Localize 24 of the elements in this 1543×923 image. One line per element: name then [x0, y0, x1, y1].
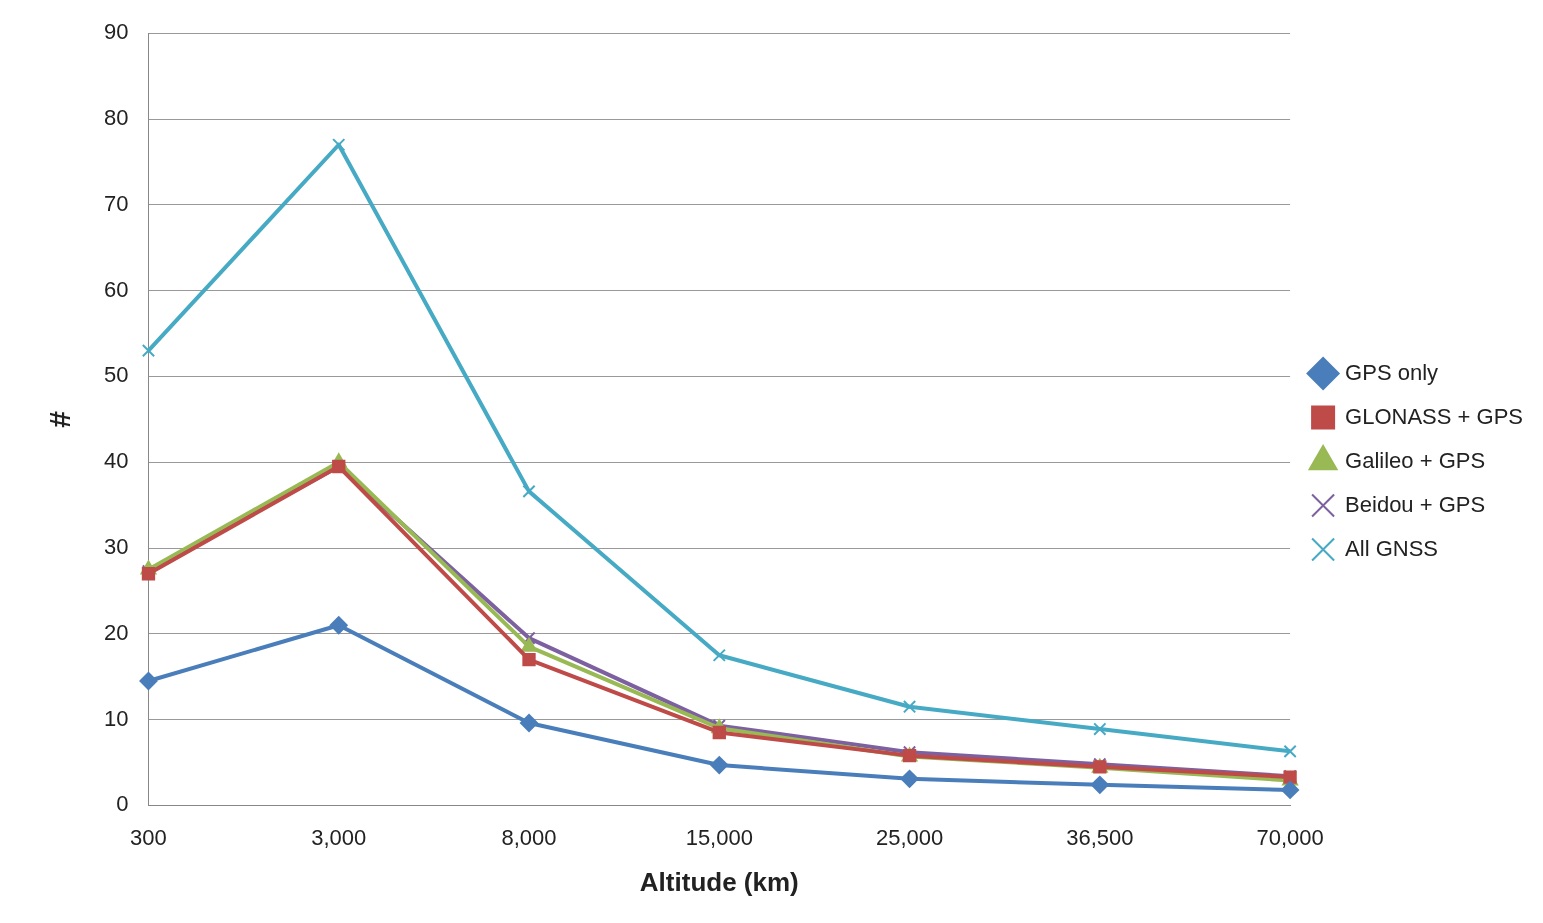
legend-label: Galileo + GPS: [1345, 447, 1486, 473]
y-tick-label: 20: [103, 619, 129, 645]
y-tick-label: 0: [116, 791, 129, 817]
x-tick-label: 25,000: [875, 824, 944, 850]
x-tick-label: 15,000: [685, 824, 753, 850]
y-axis-title: #: [43, 410, 77, 428]
y-tick-label: 60: [103, 276, 129, 302]
legend-label: GPS only: [1345, 359, 1439, 385]
y-tick-label: 70: [103, 190, 129, 216]
legend-label: Beidou + GPS: [1345, 491, 1486, 517]
legend-label: All GNSS: [1345, 535, 1439, 561]
y-tick-label: 90: [103, 19, 129, 45]
y-tick-label: 50: [103, 362, 129, 388]
y-tick-label: 80: [103, 105, 129, 131]
y-tick-label: 10: [103, 705, 129, 731]
y-tick-label: 40: [103, 448, 129, 474]
x-tick-label: 70,000: [1256, 824, 1324, 850]
legend-label: GLONASS + GPS: [1345, 403, 1523, 429]
x-tick-label: 8,000: [501, 824, 557, 850]
y-tick-label: 30: [103, 534, 129, 560]
x-tick-label: 300: [130, 824, 167, 850]
x-tick-label: 3,000: [311, 824, 367, 850]
x-axis-title: Altitude (km): [639, 866, 799, 897]
x-tick-label: 36,500: [1066, 824, 1134, 850]
